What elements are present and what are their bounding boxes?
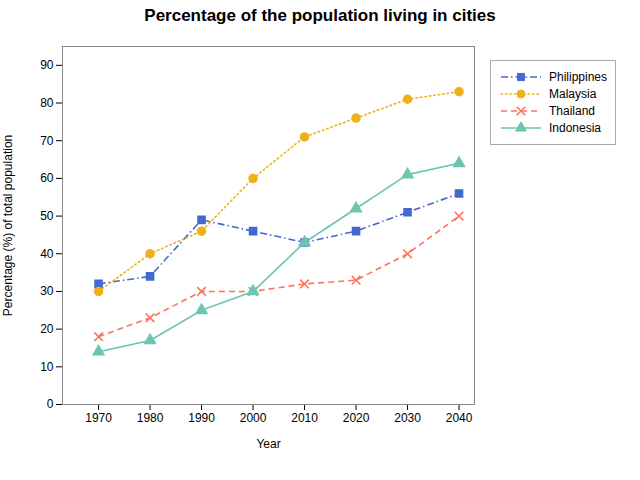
- svg-text:2000: 2000: [240, 411, 267, 425]
- svg-text:1990: 1990: [188, 411, 215, 425]
- svg-text:2030: 2030: [394, 411, 421, 425]
- svg-text:50: 50: [40, 209, 54, 223]
- svg-text:80: 80: [40, 96, 54, 110]
- svg-text:2010: 2010: [291, 411, 318, 425]
- svg-text:Percentage (%) of total popula: Percentage (%) of total population: [1, 135, 15, 316]
- svg-text:0: 0: [47, 397, 54, 411]
- html-text:Malaysia: Malaysia: [549, 87, 597, 101]
- html-text:Philippines: Philippines: [549, 70, 607, 84]
- svg-text:2020: 2020: [343, 411, 370, 425]
- svg-text:60: 60: [40, 171, 54, 185]
- svg-text:1970: 1970: [85, 411, 112, 425]
- svg-text:Year: Year: [256, 437, 280, 451]
- svg-text:90: 90: [40, 58, 54, 72]
- svg-text:10: 10: [40, 360, 54, 374]
- svg-text:40: 40: [40, 247, 54, 261]
- html-text:Indonesia: Indonesia: [549, 121, 601, 135]
- svg-text:1980: 1980: [137, 411, 164, 425]
- html-text:Percentage of the population l: Percentage of the population living in c…: [144, 6, 496, 25]
- svg-text:20: 20: [40, 322, 54, 336]
- svg-text:70: 70: [40, 134, 54, 148]
- svg-text:30: 30: [40, 284, 54, 298]
- html-text:Thailand: Thailand: [549, 104, 595, 118]
- svg-text:2040: 2040: [446, 411, 473, 425]
